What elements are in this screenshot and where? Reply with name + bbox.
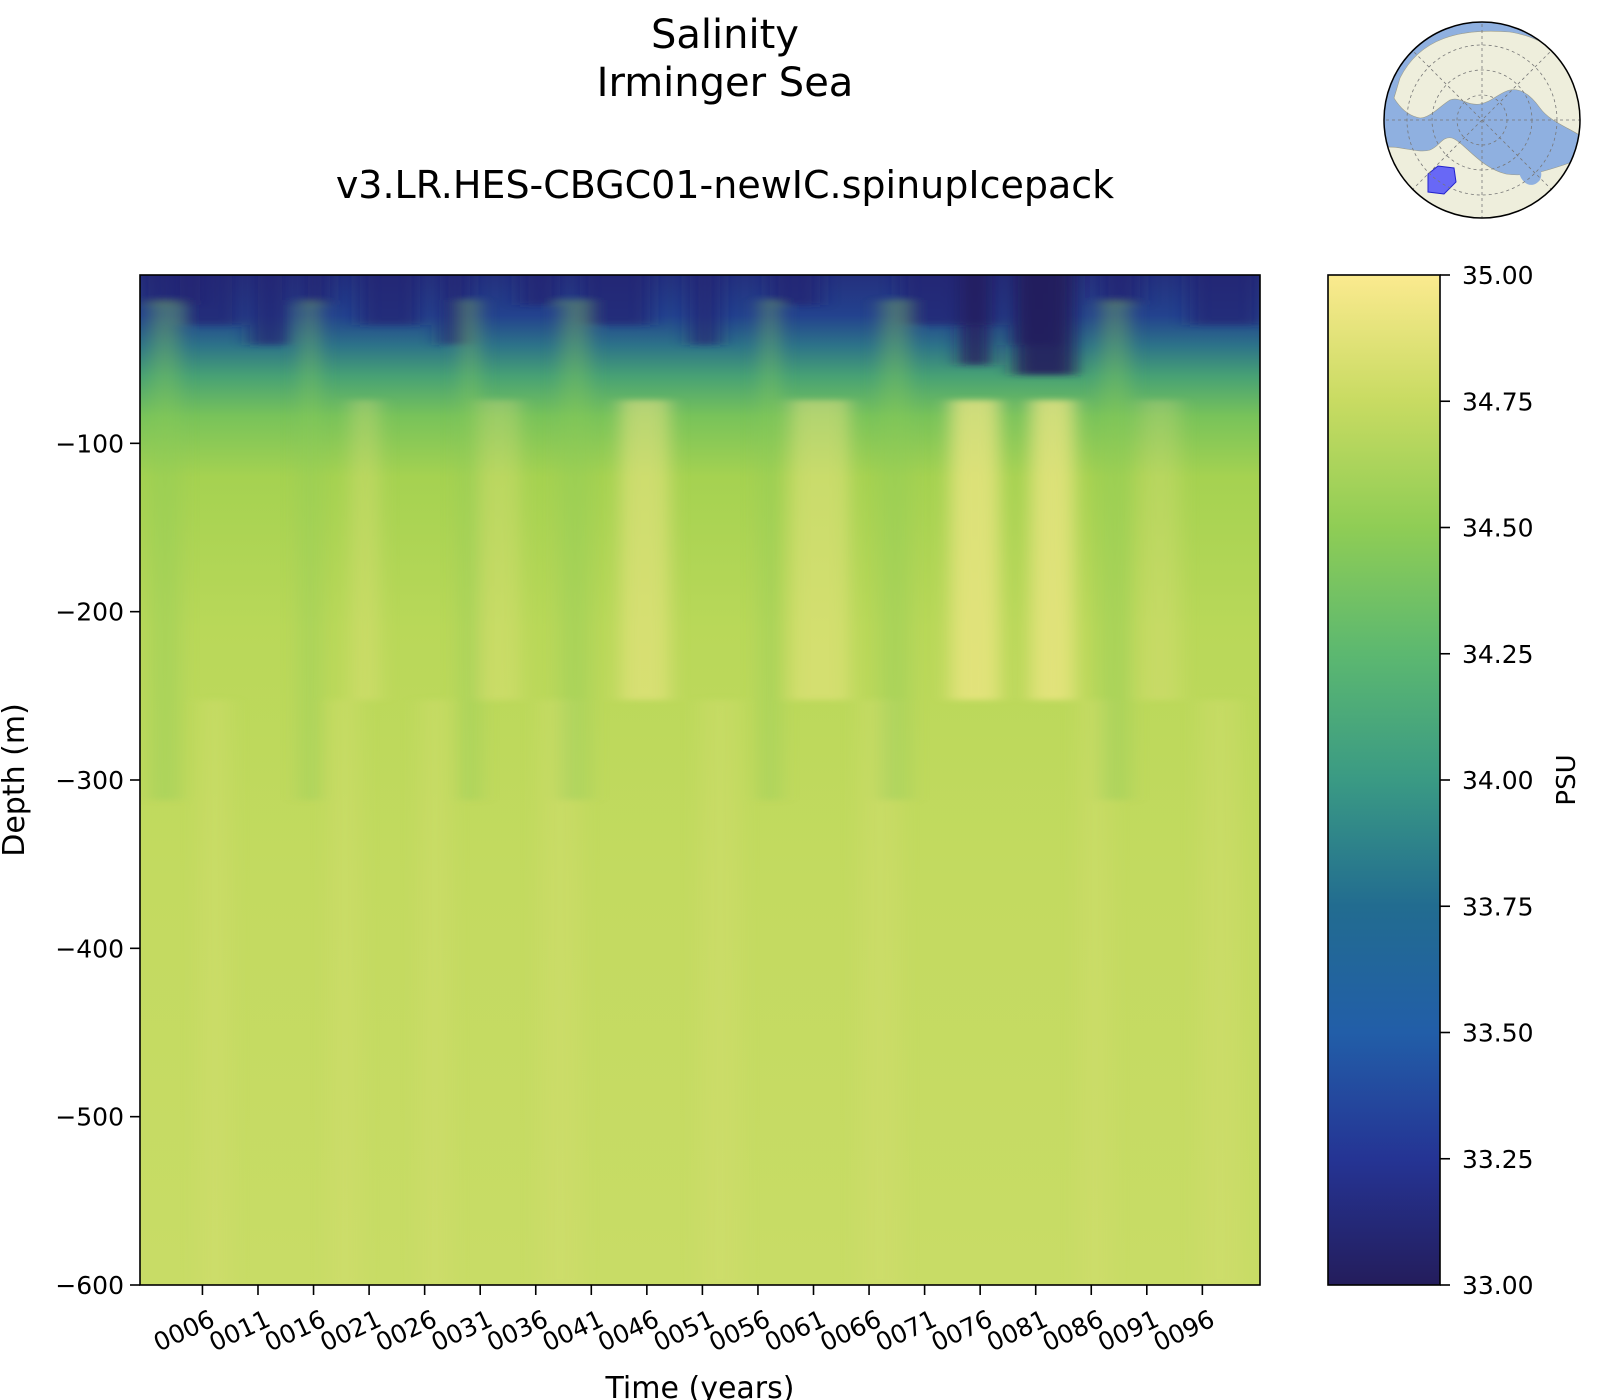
shade-patch <box>360 275 420 325</box>
y-tick-label: −500 <box>55 1103 124 1132</box>
colorbar-tick-label: 34.75 <box>1462 387 1534 416</box>
chart-region: Irminger Sea <box>596 60 854 106</box>
shade-patch <box>880 300 910 800</box>
colorbar-tick-label: 33.50 <box>1462 1019 1534 1048</box>
shade-patch <box>1140 400 1180 700</box>
shade-patch <box>760 300 780 800</box>
colorbar-tick-label: 33.25 <box>1462 1145 1534 1174</box>
inset-map <box>1383 21 1581 219</box>
y-tick-label: −100 <box>55 429 124 458</box>
shade-patch <box>330 700 360 1285</box>
shade-patch <box>180 275 240 325</box>
y-tick-label: −400 <box>55 934 124 963</box>
shade-patch <box>950 400 1000 700</box>
colorbar-label: PSU <box>1552 754 1582 805</box>
colorbar-tick-label: 35.00 <box>1462 261 1534 290</box>
shade-patch <box>580 275 650 325</box>
colorbar-tick-label: 33.00 <box>1462 1271 1534 1300</box>
shade-patch <box>690 275 720 345</box>
shade-patch <box>1100 275 1140 305</box>
shade-patch <box>560 300 590 800</box>
colorbar-ticks: 33.00 33.25 33.50 33.75 34.00 34.25 34.50 34.75… <box>1440 261 1534 1300</box>
shade-patch <box>1015 275 1075 375</box>
shade-patch <box>300 275 330 305</box>
shade-patch <box>700 700 740 1285</box>
heatmap-area <box>140 275 1260 1285</box>
shade-patch <box>1200 700 1240 1285</box>
colorbar-tick-label: 34.50 <box>1462 514 1534 543</box>
shade-patch <box>1190 275 1260 325</box>
colorbar <box>1327 274 1441 1286</box>
shade-patch <box>150 300 180 800</box>
colorbar-tick-label: 34.25 <box>1462 640 1534 669</box>
shade-patch <box>1100 300 1130 800</box>
x-axis-label: Time (years) <box>605 1371 795 1400</box>
colorbar-tick-label: 33.75 <box>1462 892 1534 921</box>
y-tick-label: −200 <box>55 598 124 627</box>
shade-patch <box>420 700 450 1285</box>
shade-patch <box>790 400 850 700</box>
shade-patch <box>350 400 380 700</box>
shade-patch <box>480 400 520 700</box>
shade-patch <box>1030 400 1075 700</box>
y-tick-label: −300 <box>55 766 124 795</box>
shade-patch <box>300 300 320 800</box>
shade-patch <box>960 275 990 365</box>
colorbar-tick-label: 34.00 <box>1462 766 1534 795</box>
shade-patch <box>520 275 560 305</box>
x-axis: 0006001100160021002600310036004100460051… <box>149 1285 1219 1357</box>
shade-patch <box>770 275 820 305</box>
shade-patch <box>200 700 230 1285</box>
y-tick-label: −600 <box>55 1271 124 1300</box>
shade-patch <box>460 300 480 800</box>
chart-subtitle: v3.LR.HES-CBGC01-newIC.spinupIcepack <box>335 163 1115 207</box>
y-axis: −100 −200 −300 −400 −500 −600 <box>55 429 140 1300</box>
shade-patch <box>250 275 290 345</box>
x-tick-label: 0096 <box>1149 1304 1219 1357</box>
y-axis-label: Depth (m) <box>0 703 32 857</box>
shade-patch <box>620 400 670 700</box>
chart-title: Salinity <box>651 12 799 58</box>
